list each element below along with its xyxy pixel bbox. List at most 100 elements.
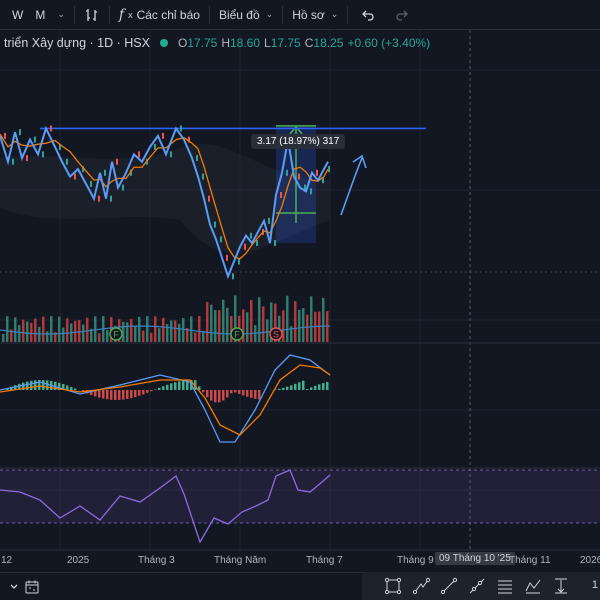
volume-bar — [66, 318, 69, 342]
dividend-marker-f — [109, 327, 123, 341]
macd-histogram-bar — [230, 390, 233, 394]
volume-bar — [178, 323, 181, 342]
fib-retracement-tool-icon[interactable] — [494, 575, 516, 597]
macd-histogram-bar — [146, 390, 149, 393]
macd-histogram-bar — [174, 382, 177, 390]
macd-histogram-bar — [126, 390, 129, 399]
redo-icon[interactable] — [385, 0, 419, 30]
macd-histogram-bar — [70, 386, 73, 390]
macd-histogram-bar — [278, 388, 281, 390]
dividend-marker-f — [230, 327, 244, 341]
time-axis-label: 2026 — [580, 555, 600, 566]
symbol-name[interactable]: triển Xây dựng · 1D · HSX — [4, 36, 150, 50]
time-axis[interactable]: 12 2025 Tháng 3 Tháng Năm Tháng 7 Tháng … — [0, 552, 600, 570]
volume-bar — [306, 314, 309, 342]
volume-bar — [42, 316, 45, 342]
volume-bar — [218, 310, 221, 342]
volume-bar — [22, 319, 25, 342]
volume-bar — [78, 320, 81, 342]
volume-bar — [242, 309, 245, 342]
chevron-down-icon: ⌄ — [265, 9, 274, 19]
candle — [298, 173, 300, 180]
toolbar-divider — [208, 5, 210, 24]
open-value: 17.75 — [187, 36, 218, 50]
chevron-down-icon[interactable] — [4, 577, 24, 597]
profile-menu-button[interactable]: Hồ sơ ⌄ — [286, 0, 344, 30]
candle — [280, 192, 282, 198]
macd-histogram-bar — [54, 381, 57, 390]
volume-bar — [98, 333, 101, 342]
chart-menu-button[interactable]: Biểu đồ ⌄ — [213, 0, 279, 30]
rectangle-tool-icon[interactable] — [382, 575, 404, 597]
volume-bar — [298, 309, 301, 342]
bar-chart-style-icon[interactable] — [78, 0, 106, 30]
candle — [304, 184, 306, 191]
interval-m-button[interactable]: M — [35, 7, 46, 22]
macd-histogram-bar — [66, 385, 69, 390]
candle — [244, 243, 246, 250]
page-indicator: 1 — [591, 579, 598, 591]
price-range-tool-icon[interactable] — [550, 575, 572, 597]
candle — [50, 125, 52, 132]
volume-bar — [146, 316, 149, 342]
ray-tool-icon[interactable] — [466, 575, 488, 597]
drawing-toolbar: 1 — [362, 572, 600, 600]
volume-bar — [166, 324, 169, 342]
date-range-calendar-icon[interactable] — [22, 577, 42, 597]
rsi-line — [0, 469, 331, 544]
candle — [98, 195, 100, 202]
candle — [42, 151, 44, 158]
macd-histogram-bar — [114, 390, 117, 400]
volume-bar — [226, 307, 229, 342]
interval-dropdown-chevron-icon[interactable]: ⌄ — [57, 9, 65, 19]
volume-bar — [18, 325, 21, 342]
macd-histogram-bar — [106, 390, 109, 400]
undo-icon[interactable] — [351, 0, 385, 30]
macd-histogram-bar — [150, 390, 153, 392]
rsi-band — [0, 470, 600, 523]
time-axis-label: 2025 — [67, 555, 90, 566]
volume-bar — [126, 322, 129, 342]
trend-line-tool-icon[interactable] — [438, 575, 460, 597]
volume-bar — [130, 318, 133, 342]
path-tool-icon[interactable] — [410, 575, 432, 597]
macd-histogram-bar — [294, 383, 297, 390]
volume-bar — [26, 321, 29, 342]
high-key: H — [221, 36, 230, 50]
macd-histogram-bar — [254, 390, 257, 399]
pattern-tool-icon[interactable] — [522, 575, 544, 597]
volume-bar — [270, 302, 273, 342]
time-axis-label: 12 — [1, 555, 13, 566]
volume-bar — [46, 331, 49, 342]
candle — [238, 258, 240, 265]
volume-bar — [202, 330, 205, 342]
open-key: O — [177, 36, 188, 50]
volume-bar — [250, 299, 253, 342]
macd-histogram-bar — [46, 380, 49, 390]
macd-histogram-bar — [166, 384, 169, 390]
macd-histogram-bar — [274, 389, 277, 390]
macd-histogram-bar — [42, 380, 45, 390]
candle — [250, 232, 252, 239]
price-zigzag-line — [0, 125, 329, 280]
interval-w-button[interactable]: W — [12, 7, 24, 22]
volume-bar — [54, 332, 57, 342]
volume-bar — [246, 312, 249, 342]
macd-histogram-bar — [206, 390, 209, 398]
projection-arrow-head — [352, 154, 367, 169]
macd-histogram-bar — [318, 384, 321, 390]
volume-bar — [282, 310, 285, 342]
candle — [19, 129, 21, 136]
volume-bar — [150, 332, 153, 342]
candle — [110, 195, 112, 202]
macd-histogram-bar — [246, 390, 249, 397]
dividend-marker-f-label: F — [113, 330, 119, 340]
candle — [286, 169, 288, 176]
change-value: +0.60 (+3.40%) — [347, 36, 431, 50]
candle — [208, 195, 210, 202]
projection-arrow — [340, 157, 363, 216]
market-status-dot — [159, 39, 168, 47]
split-marker-s — [269, 327, 283, 341]
